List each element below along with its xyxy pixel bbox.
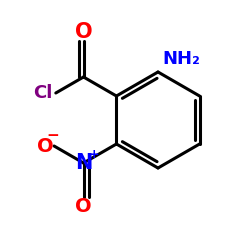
Text: NH₂: NH₂	[162, 50, 200, 68]
Text: O: O	[75, 22, 92, 42]
Text: −: −	[47, 128, 60, 144]
Text: O: O	[75, 198, 92, 216]
Text: N: N	[75, 153, 92, 173]
Text: O: O	[37, 136, 54, 156]
Text: +: +	[88, 148, 99, 160]
Text: Cl: Cl	[33, 84, 52, 102]
